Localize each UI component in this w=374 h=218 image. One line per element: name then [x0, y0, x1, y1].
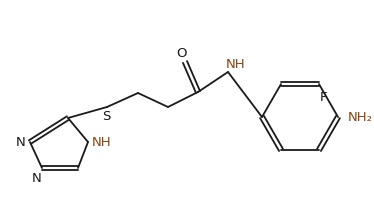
- Text: N: N: [32, 172, 42, 186]
- Text: NH: NH: [226, 58, 246, 70]
- Text: F: F: [320, 91, 328, 104]
- Text: O: O: [177, 46, 187, 60]
- Text: N: N: [16, 136, 26, 148]
- Text: S: S: [102, 109, 110, 123]
- Text: NH: NH: [92, 136, 112, 148]
- Text: NH₂: NH₂: [347, 111, 373, 124]
